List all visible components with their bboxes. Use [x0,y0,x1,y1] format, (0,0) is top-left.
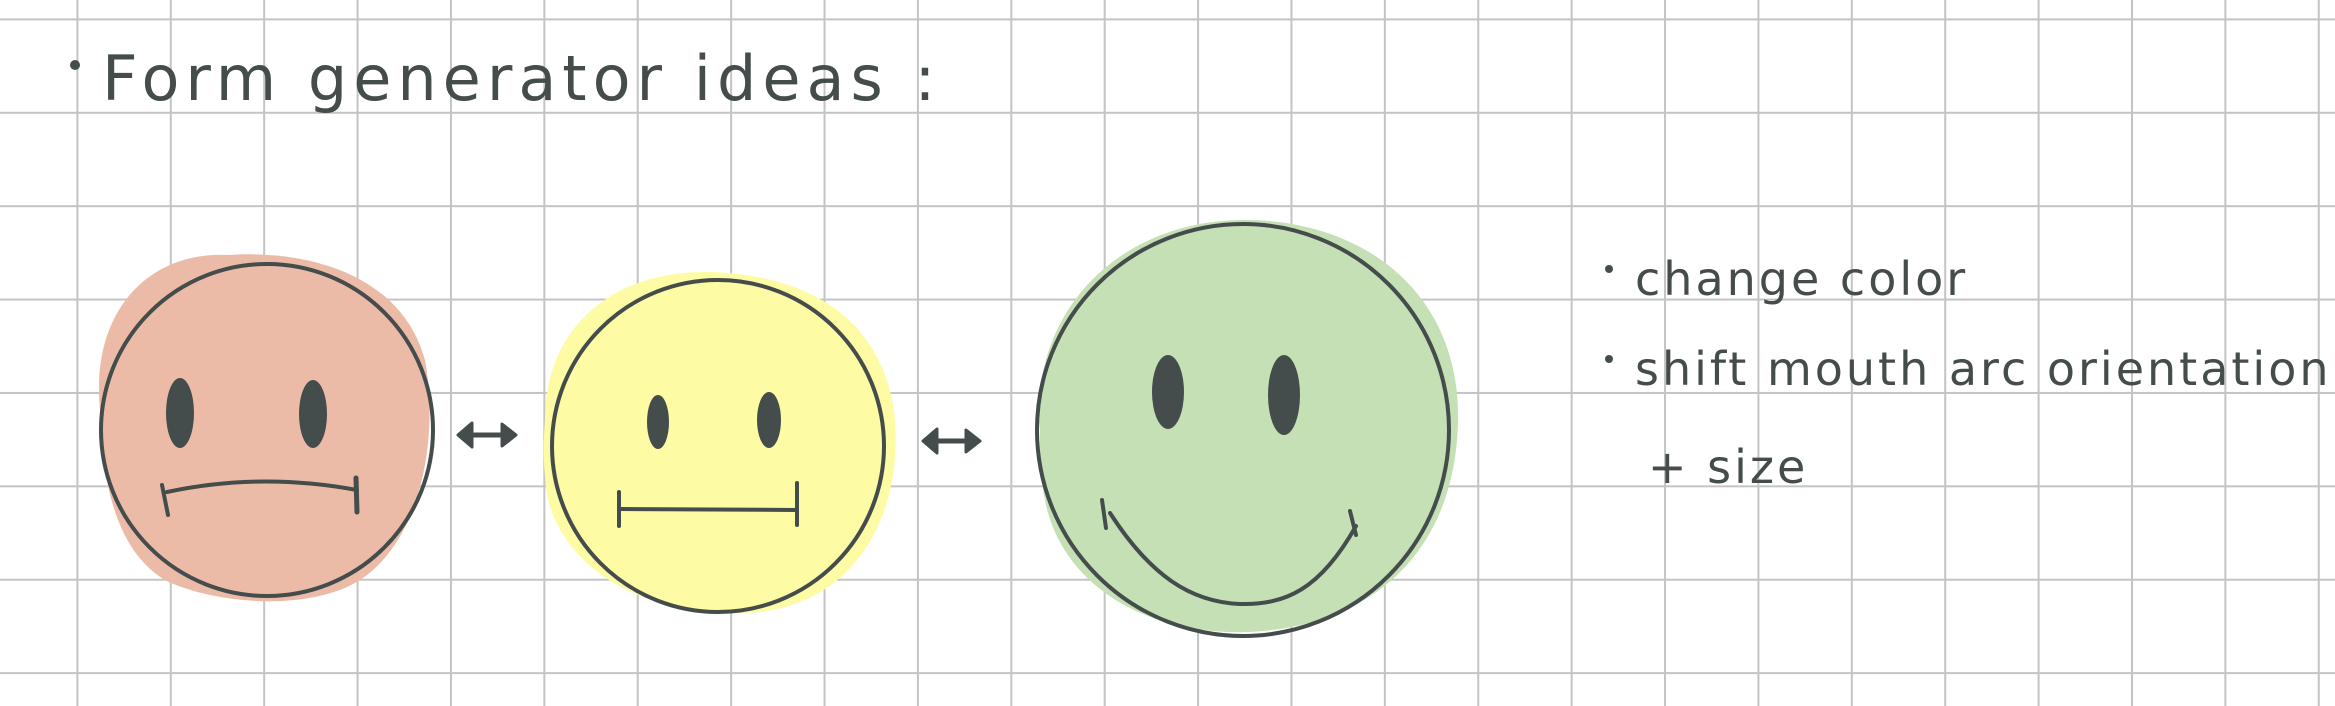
double-arrow-icon [456,421,518,449]
note-shift-mouth-text: shift mouth arc orientation [1635,342,2332,396]
neutral-face-right-eye [757,392,781,448]
neutral-face-fill [543,271,896,614]
neutral-face-outline [550,278,886,614]
happy-face [1035,219,1459,638]
happy-face-outline [1035,222,1451,638]
title-text: Form generator ideas : [102,42,942,115]
sad-face-fill [98,254,430,602]
neutral-face-left-eye [647,395,669,449]
happy-face-mouth-right-tick [1348,509,1358,537]
note-plus-size: + size [1648,440,1808,494]
happy-face-mouth [1108,511,1358,607]
sad-face-mouth-right-tick [353,475,360,515]
sad-face-mouth [165,479,359,494]
bullet-icon [70,59,80,70]
happy-face-right-eye [1268,355,1300,435]
sad-face [98,254,435,602]
bullet-icon [1605,354,1613,363]
happy-face-mouth-left-tick [1100,498,1108,530]
note-change-color: change color [1605,252,1968,306]
double-arrow-icon [921,427,982,455]
neutral-face-mouth [617,507,799,512]
sad-face-mouth-left-tick [160,483,170,517]
neutral-face [543,271,896,614]
happy-face-left-eye [1152,355,1184,429]
note-change-color-text: change color [1635,252,1969,306]
bullet-icon [1605,264,1613,273]
note-shift-mouth: shift mouth arc orientation [1605,342,2332,396]
sad-face-left-eye [166,378,194,448]
sad-face-right-eye [299,380,327,448]
sad-face-outline [99,262,435,598]
note-plus-size-text: + size [1648,440,1809,494]
page-title: Form generator ideas : [70,42,941,115]
